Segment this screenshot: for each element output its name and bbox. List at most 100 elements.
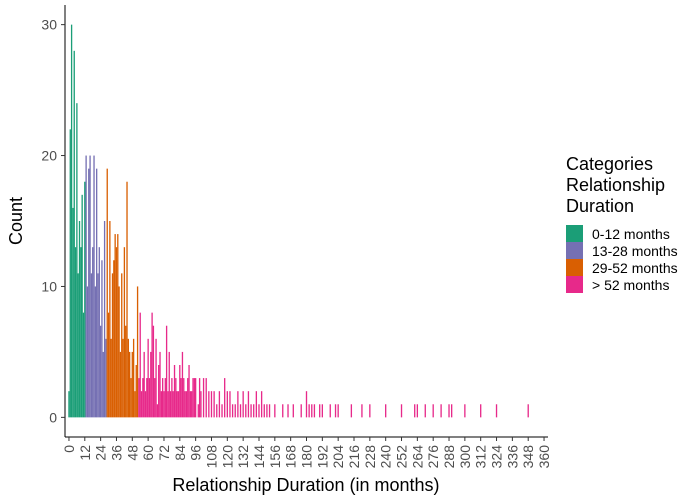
bar [82, 312, 85, 418]
bar [175, 378, 177, 418]
legend-label: 0-12 months [592, 226, 670, 242]
bar [432, 404, 434, 418]
x-tick-label: 144 [251, 445, 267, 469]
bar [92, 247, 94, 418]
bar [171, 378, 173, 418]
x-tick-label: 108 [203, 445, 219, 469]
bar [263, 404, 265, 418]
x-tick-label: 216 [346, 445, 362, 469]
x-tick-label: 0 [61, 445, 77, 453]
bar [127, 338, 129, 418]
bar [464, 404, 466, 418]
bar [292, 404, 294, 418]
x-axis-ticks: 0 12 24 36 48 60 72 84 96 108 120 132 144 156 168 180 19… [61, 437, 552, 468]
bar [173, 365, 176, 418]
legend-swatch [566, 225, 583, 242]
bar [321, 404, 323, 418]
legend-label: 29-52 months [592, 260, 678, 276]
x-tick-label: 360 [536, 445, 552, 469]
bar [96, 168, 98, 418]
bar [218, 391, 221, 418]
bar [109, 221, 111, 418]
x-tick-label: 168 [283, 445, 299, 469]
bar [187, 378, 189, 418]
bar [188, 365, 190, 418]
bar [311, 404, 313, 418]
bar [253, 404, 255, 418]
bar [185, 391, 188, 418]
bar [181, 351, 184, 418]
bar [93, 155, 95, 418]
bar [300, 404, 302, 418]
bar [183, 378, 185, 418]
bar [239, 404, 242, 418]
bar [78, 221, 81, 418]
bar [110, 338, 112, 418]
bar [113, 260, 115, 418]
bar [255, 391, 258, 418]
bar [152, 325, 155, 418]
bar [84, 181, 86, 418]
bar [282, 404, 284, 418]
legend: Categories Relationship Duration 0-12 mo… [566, 154, 678, 293]
bar [102, 351, 104, 418]
bar [229, 391, 231, 418]
bar [156, 404, 159, 418]
bar [80, 247, 82, 418]
bar [319, 404, 321, 418]
bar [258, 404, 260, 418]
bar [242, 391, 244, 418]
bar [334, 404, 337, 418]
bar [184, 391, 186, 418]
bar [400, 404, 403, 418]
bar [194, 378, 197, 418]
bar [180, 378, 182, 418]
y-tick-label: 0 [49, 409, 57, 425]
bar [213, 391, 215, 418]
bar [72, 207, 74, 418]
bar [177, 391, 180, 418]
bar [106, 168, 108, 418]
bar [99, 325, 102, 418]
bar [143, 351, 145, 418]
bar [385, 404, 387, 418]
bar [268, 404, 271, 418]
bar [176, 391, 178, 418]
bar [179, 365, 181, 418]
x-tick-label: 192 [314, 445, 330, 469]
bar [164, 378, 166, 418]
x-tick-label: 348 [520, 445, 536, 469]
bar [129, 351, 131, 418]
bar [202, 378, 205, 418]
bar [414, 404, 416, 418]
bar [224, 378, 226, 418]
bar [89, 155, 91, 418]
bar [125, 325, 127, 418]
bar [210, 391, 213, 418]
legend-label: 13-28 months [592, 243, 678, 259]
bar [200, 391, 202, 418]
bar [142, 378, 144, 418]
bar [81, 194, 83, 418]
x-tick-label: 60 [140, 445, 156, 461]
bar [69, 129, 71, 418]
bar [101, 260, 103, 418]
y-axis-title: Count [6, 197, 26, 245]
bar [208, 391, 210, 418]
x-tick-label: 180 [299, 445, 315, 469]
bar [480, 404, 482, 418]
y-tick-label: 10 [41, 278, 57, 294]
bar [162, 378, 164, 418]
bar [266, 404, 268, 418]
x-tick-label: 240 [378, 445, 394, 469]
bar [451, 404, 453, 418]
legend-title-line-3: Duration [566, 196, 634, 216]
bar [107, 312, 110, 418]
bar [527, 404, 529, 418]
bar [495, 404, 498, 418]
x-tick-label: 96 [188, 445, 204, 461]
bar [148, 378, 151, 418]
bar [198, 378, 201, 418]
x-tick-label: 156 [267, 445, 283, 469]
